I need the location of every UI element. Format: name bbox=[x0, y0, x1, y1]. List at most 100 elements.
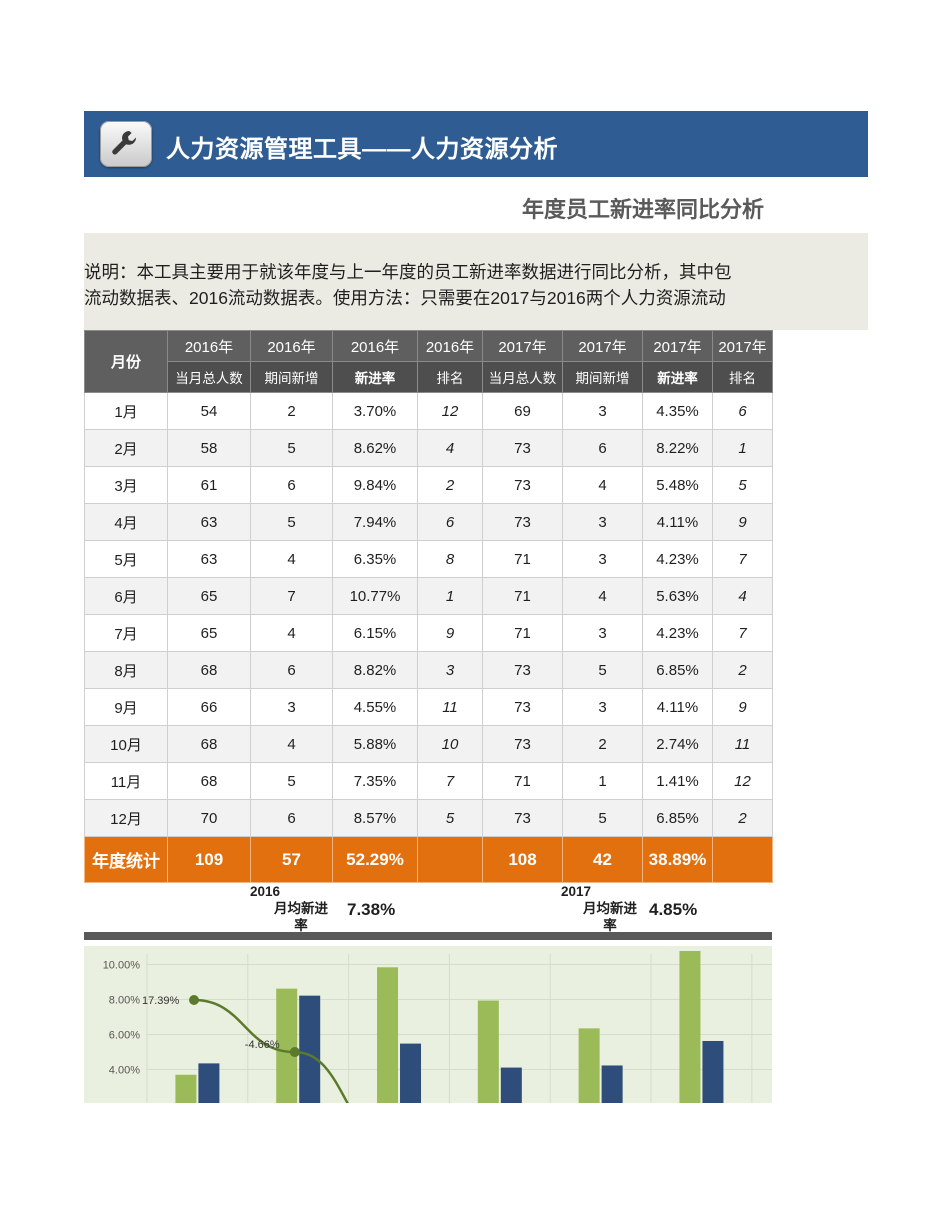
c16-rate-cell: 7.35% bbox=[332, 762, 418, 800]
c16-rank-cell: 1 bbox=[417, 577, 483, 615]
column-header: 排名 bbox=[712, 361, 773, 393]
new-hire-rate-table: 月份 2016年 2016年 2016年 2016年 2017年 2017年 2… bbox=[84, 330, 773, 883]
avg-year-2016: 2016 bbox=[250, 884, 281, 899]
avg-label-2016: 月均新进率 bbox=[274, 901, 328, 933]
c17-rate-cell: 1.41% bbox=[642, 762, 713, 800]
c16-total-cell: 68 bbox=[167, 651, 251, 689]
c17-total-cell: 71 bbox=[482, 762, 563, 800]
c17-rank-cell: 2 bbox=[712, 799, 773, 837]
month-cell: 12月 bbox=[84, 799, 168, 837]
c17-new-cell: 4 bbox=[562, 577, 643, 615]
bar-2017 bbox=[702, 1040, 724, 1103]
header-banner: 人力资源管理工具——人力资源分析 bbox=[84, 111, 868, 177]
c17-rate-cell: 2.74% bbox=[642, 725, 713, 763]
description-line-1: 说明：本工具主要用于就该年度与上一年度的员工新进率数据进行同比分析，其中包 bbox=[84, 262, 732, 282]
avg-rate-2016-value: 7.38% bbox=[347, 900, 396, 919]
c16-total-cell: 58 bbox=[167, 429, 251, 467]
c17-rate-cell: 4.23% bbox=[642, 614, 713, 652]
column-header: 新进率 bbox=[642, 361, 713, 393]
subtitle-area: 年度员工新进率同比分析 bbox=[84, 190, 773, 226]
c17-total-cell: 71 bbox=[482, 577, 563, 615]
bar-2017 bbox=[198, 1063, 220, 1103]
c17-rank-cell: 4 bbox=[712, 577, 773, 615]
y-tick-label: 4.00% bbox=[109, 1065, 140, 1077]
year-header: 2016年 bbox=[417, 330, 483, 362]
c16-total-cell: 68 bbox=[167, 762, 251, 800]
avg-year-2017: 2017 bbox=[561, 884, 592, 899]
c17-new-cell: 3 bbox=[562, 503, 643, 541]
month-cell: 1月 bbox=[84, 392, 168, 430]
month-cell: 11月 bbox=[84, 762, 168, 800]
c16-total-cell: 65 bbox=[167, 577, 251, 615]
c17-new-cell: 1 bbox=[562, 762, 643, 800]
month-cell: 10月 bbox=[84, 725, 168, 763]
c16-total-cell: 68 bbox=[167, 725, 251, 763]
c17-total-cell: 71 bbox=[482, 540, 563, 578]
c17-rate-cell: 4.11% bbox=[642, 688, 713, 726]
table-row: 2月 58 5 8.62% 4 73 6 8.22% 1 bbox=[84, 429, 773, 467]
c16-new-cell: 5 bbox=[250, 762, 333, 800]
table-row: 8月 68 6 8.82% 3 73 5 6.85% 2 bbox=[84, 651, 773, 689]
growth-point bbox=[189, 995, 199, 1005]
column-header-row: 当月总人数 期间新增 新进率 排名 当月总人数 期间新增 新进率 排名 bbox=[85, 361, 773, 393]
chart-svg: 12.00%10.00%8.00%6.00%4.00%17.39%-4.66%-… bbox=[84, 946, 772, 1103]
c17-new-sum: 42 bbox=[562, 836, 643, 883]
c16-rank-cell: 3 bbox=[417, 651, 483, 689]
avg-rate-2017-label: 2017 月均新进率 bbox=[561, 883, 641, 934]
growth-data-label: -31.3 bbox=[749, 1102, 772, 1103]
c16-total-cell: 63 bbox=[167, 503, 251, 541]
c16-rank-cell: 11 bbox=[417, 688, 483, 726]
c16-new-cell: 5 bbox=[250, 429, 333, 467]
c17-total-cell: 69 bbox=[482, 392, 563, 430]
c17-rank-cell: 7 bbox=[712, 540, 773, 578]
c17-rate-cell: 4.35% bbox=[642, 392, 713, 430]
year-header: 2017年 bbox=[642, 330, 713, 362]
c16-new-cell: 3 bbox=[250, 688, 333, 726]
bar-2017 bbox=[400, 1043, 422, 1103]
c16-total-cell: 63 bbox=[167, 540, 251, 578]
c16-new-cell: 5 bbox=[250, 503, 333, 541]
c17-total-cell: 73 bbox=[482, 466, 563, 504]
y-tick-label: 10.00% bbox=[103, 960, 141, 972]
table-row: 9月 66 3 4.55% 11 73 3 4.11% 9 bbox=[84, 688, 773, 726]
c17-rank-cell: 6 bbox=[712, 392, 773, 430]
year-header: 2017年 bbox=[712, 330, 773, 362]
c16-rate-cell: 8.82% bbox=[332, 651, 418, 689]
c16-rate-cell: 8.57% bbox=[332, 799, 418, 837]
c16-total-cell: 61 bbox=[167, 466, 251, 504]
c17-new-cell: 2 bbox=[562, 725, 643, 763]
column-header: 期间新增 bbox=[562, 361, 643, 393]
c16-new-cell: 4 bbox=[250, 614, 333, 652]
bar-2017 bbox=[601, 1065, 623, 1103]
column-header: 当月总人数 bbox=[482, 361, 563, 393]
c16-rank-cell: 8 bbox=[417, 540, 483, 578]
c17-rate-cell: 5.63% bbox=[642, 577, 713, 615]
c16-total-cell: 66 bbox=[167, 688, 251, 726]
growth-data-label: 17.39% bbox=[142, 995, 180, 1007]
total-row: 年度统计 109 57 52.29% 108 42 38.89% bbox=[84, 836, 773, 883]
month-cell: 2月 bbox=[84, 429, 168, 467]
c17-rate-cell: 4.23% bbox=[642, 540, 713, 578]
year-header: 2016年 bbox=[250, 330, 333, 362]
c16-new-cell: 6 bbox=[250, 466, 333, 504]
month-header: 月份 bbox=[84, 330, 168, 393]
c17-rate-cell: 5.48% bbox=[642, 466, 713, 504]
c16-rate-cell: 8.62% bbox=[332, 429, 418, 467]
description-box: 说明：本工具主要用于就该年度与上一年度的员工新进率数据进行同比分析，其中包 流动… bbox=[84, 233, 868, 330]
c17-new-cell: 3 bbox=[562, 688, 643, 726]
c16-rate-cell: 3.70% bbox=[332, 392, 418, 430]
table-row: 6月 65 7 10.77% 1 71 4 5.63% 4 bbox=[84, 577, 773, 615]
growth-data-label: -4.66% bbox=[245, 1039, 280, 1051]
column-header: 期间新增 bbox=[250, 361, 333, 393]
column-header: 新进率 bbox=[332, 361, 418, 393]
c16-rate-cell: 7.94% bbox=[332, 503, 418, 541]
c16-new-cell: 4 bbox=[250, 725, 333, 763]
c16-rank-cell: 7 bbox=[417, 762, 483, 800]
c16-total-cell: 70 bbox=[167, 799, 251, 837]
c17-rate-cell: 4.11% bbox=[642, 503, 713, 541]
rate-comparison-chart: 12.00%10.00%8.00%6.00%4.00%17.39%-4.66%-… bbox=[84, 946, 772, 1103]
c16-rank-cell: 10 bbox=[417, 725, 483, 763]
c17-new-cell: 5 bbox=[562, 651, 643, 689]
bar-2016 bbox=[276, 988, 298, 1103]
c16-total-sum: 109 bbox=[167, 836, 251, 883]
